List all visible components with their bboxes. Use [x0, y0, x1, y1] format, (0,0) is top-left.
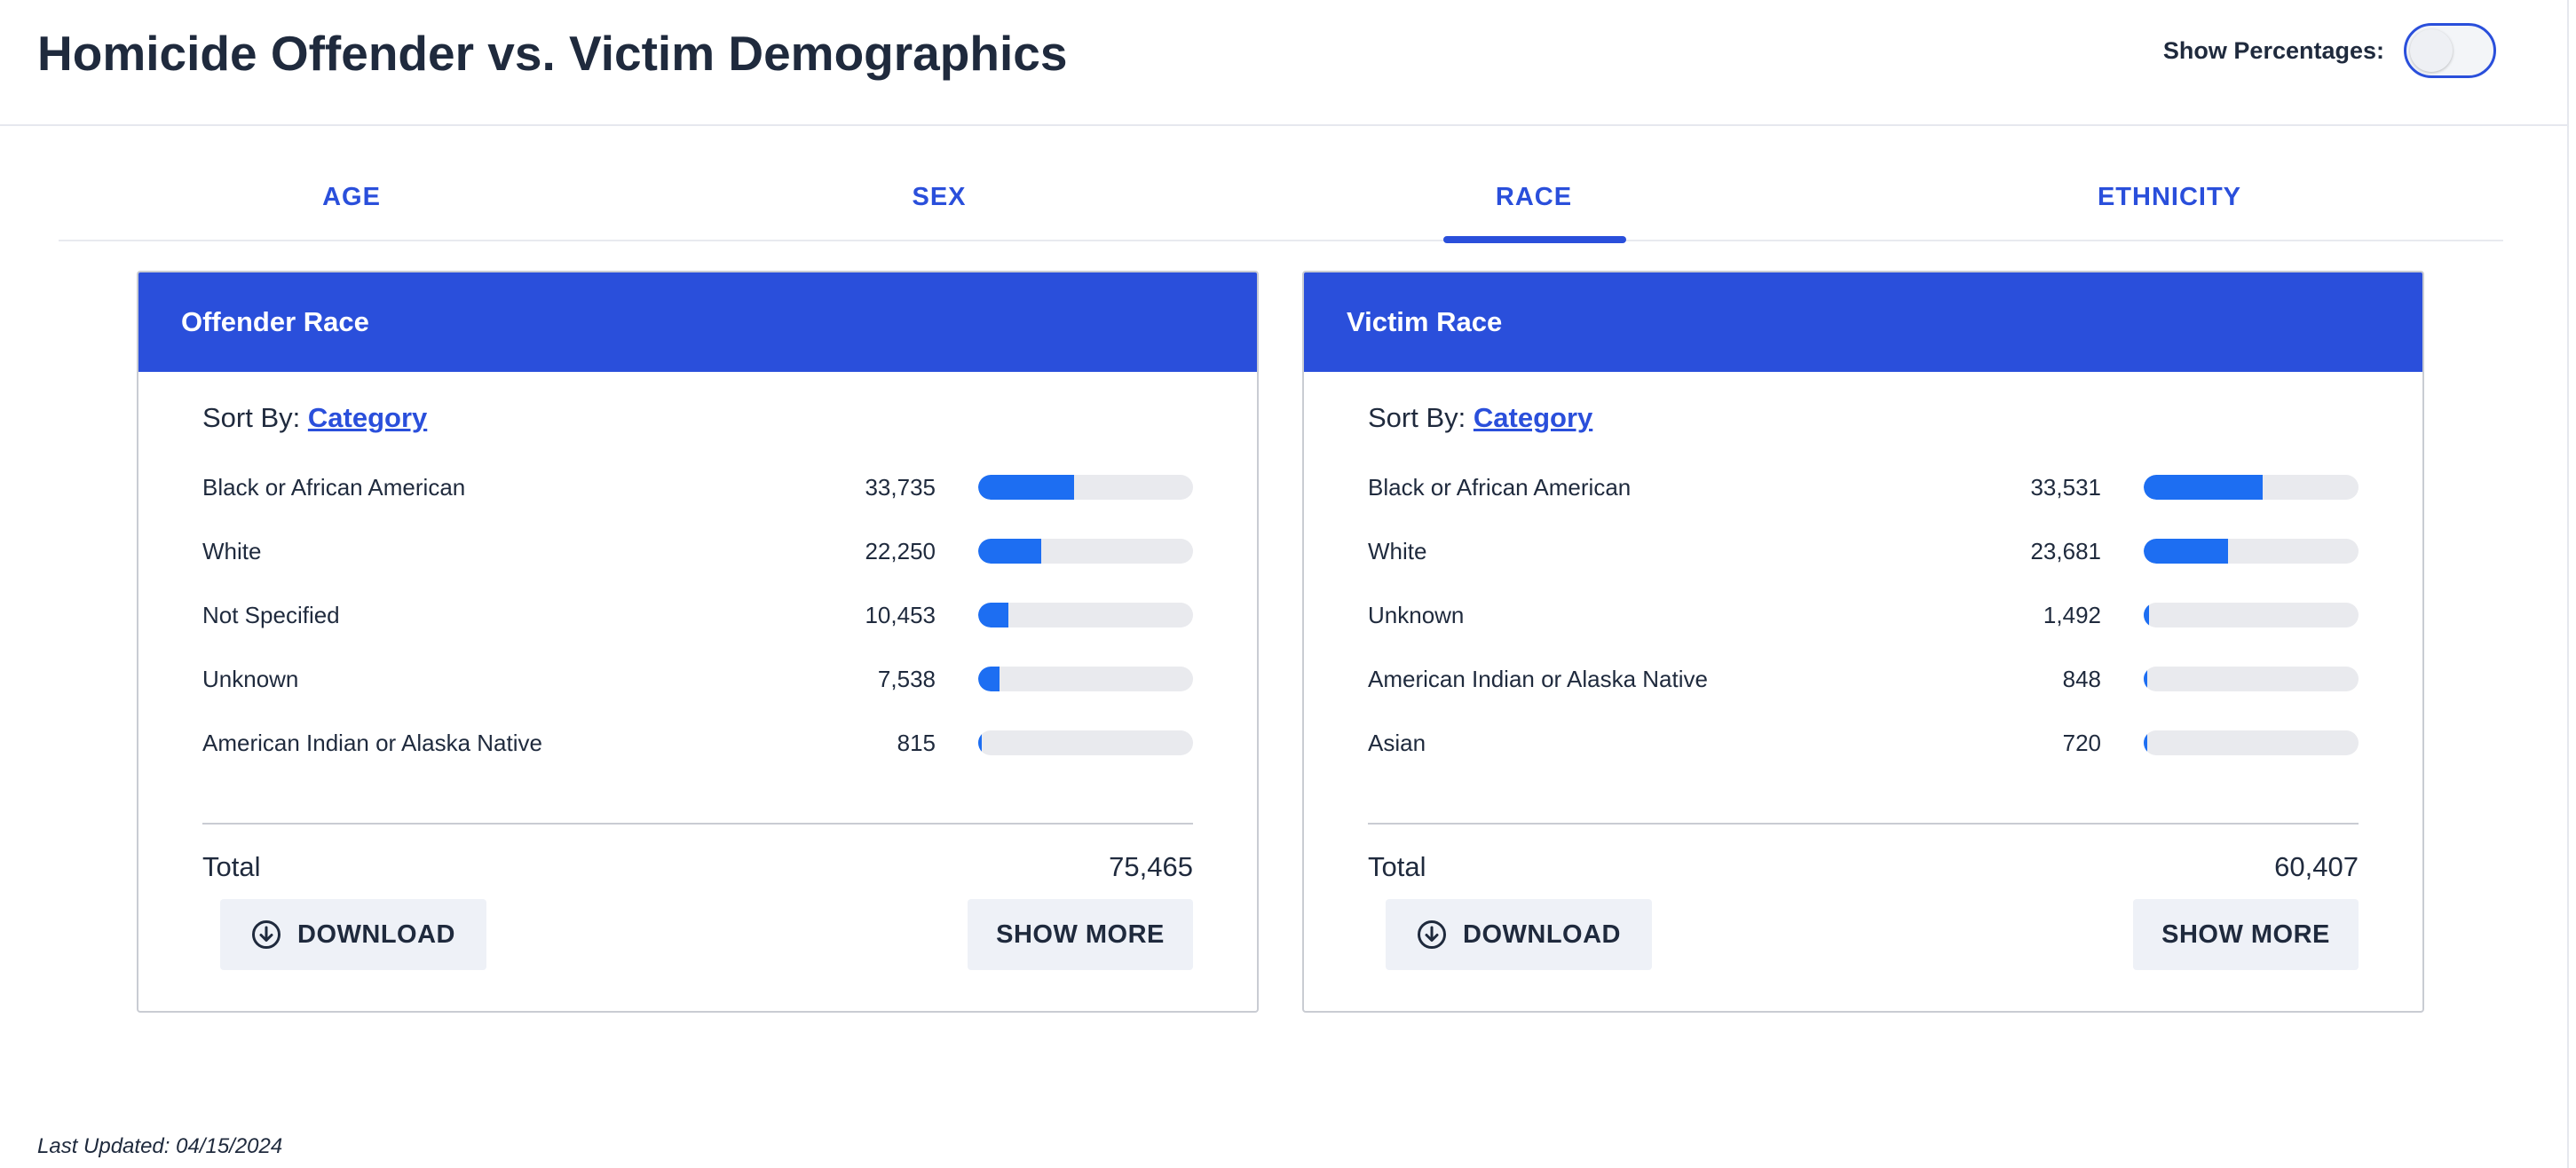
download-button[interactable]: DOWNLOAD — [220, 899, 486, 970]
card-title: Victim Race — [1304, 272, 2422, 372]
sort-by-category-link[interactable]: Category — [307, 402, 428, 433]
bar-track — [2144, 603, 2359, 627]
row-value: 33,735 — [865, 473, 936, 501]
tab-ethnicity[interactable]: ETHNICITY — [2097, 183, 2242, 211]
toggle-knob — [2410, 29, 2453, 72]
bar-track — [978, 667, 1193, 691]
victim-race-list: Black or African American 33,531 White 2… — [1368, 455, 2359, 775]
offender-race-card: Offender Race Sort By: Category Black or… — [137, 271, 1259, 1013]
row-value: 10,453 — [865, 601, 936, 628]
bar-track — [978, 475, 1193, 500]
total-label: Total — [202, 851, 261, 882]
sort-by-category-link[interactable]: Category — [1473, 402, 1593, 433]
total-label: Total — [1368, 851, 1426, 882]
row-value: 848 — [2062, 665, 2101, 692]
total-value: 75,465 — [1109, 851, 1193, 882]
list-item: White 23,681 — [1368, 519, 2359, 583]
bar-fill — [978, 539, 1042, 564]
row-value: 815 — [897, 729, 936, 756]
row-value: 1,492 — [2043, 601, 2101, 628]
divider — [202, 823, 1193, 825]
total-row: Total 60,407 — [1368, 851, 2359, 883]
bar-track — [978, 539, 1193, 564]
bar-fill — [2144, 730, 2147, 755]
bar-fill — [978, 603, 1008, 627]
row-value: 7,538 — [877, 665, 936, 692]
show-percentages-toggle[interactable] — [2404, 23, 2496, 78]
sort-by: Sort By: Category — [202, 400, 1193, 436]
row-label: White — [202, 537, 262, 564]
row-value: 22,250 — [865, 537, 936, 564]
row-label: Black or African American — [202, 473, 466, 501]
row-label: White — [1368, 537, 1427, 564]
total-row: Total 75,465 — [202, 851, 1193, 883]
sort-by-label: Sort By: — [1368, 402, 1466, 433]
download-icon — [252, 920, 281, 949]
row-label: Unknown — [202, 665, 299, 692]
list-item: Black or African American 33,531 — [1368, 455, 2359, 519]
bar-track — [2144, 730, 2359, 755]
last-updated: Last Updated: 04/15/2024 — [37, 1134, 283, 1158]
show-more-button[interactable]: SHOW MORE — [2133, 899, 2359, 970]
sort-by: Sort By: Category — [1368, 400, 2359, 436]
download-button-label: DOWNLOAD — [1463, 919, 1621, 949]
row-value: 23,681 — [2030, 537, 2101, 564]
card-title: Offender Race — [138, 272, 1257, 372]
list-item: American Indian or Alaska Native 815 — [202, 711, 1193, 775]
list-item: Black or African American 33,735 — [202, 455, 1193, 519]
show-more-button[interactable]: SHOW MORE — [968, 899, 1193, 970]
window-edge — [2567, 0, 2576, 1168]
demographic-tabs: AGE SEX RACE ETHNICITY — [59, 126, 2503, 241]
download-icon — [1418, 920, 1446, 949]
row-label: American Indian or Alaska Native — [202, 729, 542, 756]
bar-fill — [978, 667, 1000, 691]
list-item: Asian 720 — [1368, 711, 2359, 775]
row-label: American Indian or Alaska Native — [1368, 665, 1708, 692]
sort-by-label: Sort By: — [202, 402, 301, 433]
row-value: 33,531 — [2030, 473, 2101, 501]
bar-track — [2144, 475, 2359, 500]
page-header: Homicide Offender vs. Victim Demographic… — [0, 0, 2567, 126]
divider — [1368, 823, 2359, 825]
list-item: White 22,250 — [202, 519, 1193, 583]
list-item: Not Specified 10,453 — [202, 583, 1193, 647]
download-button[interactable]: DOWNLOAD — [1386, 899, 1652, 970]
offender-race-list: Black or African American 33,735 White 2… — [202, 455, 1193, 775]
row-label: Black or African American — [1368, 473, 1632, 501]
victim-race-card: Victim Race Sort By: Category Black or A… — [1302, 271, 2424, 1013]
tab-sex[interactable]: SEX — [912, 183, 967, 211]
bar-track — [978, 603, 1193, 627]
row-value: 720 — [2062, 729, 2101, 756]
show-percentages-label: Show Percentages: — [2162, 36, 2384, 64]
tab-age[interactable]: AGE — [322, 183, 381, 211]
show-percentages-control: Show Percentages: — [2163, 23, 2496, 78]
bar-fill — [2144, 667, 2147, 691]
row-label: Unknown — [1368, 601, 1465, 628]
list-item: Unknown 1,492 — [1368, 583, 2359, 647]
bar-track — [2144, 667, 2359, 691]
bar-track — [2144, 539, 2359, 564]
total-value: 60,407 — [2274, 851, 2359, 882]
list-item: American Indian or Alaska Native 848 — [1368, 647, 2359, 711]
bar-track — [978, 730, 1193, 755]
list-item: Unknown 7,538 — [202, 647, 1193, 711]
bar-fill — [2144, 603, 2150, 627]
page-title: Homicide Offender vs. Victim Demographic… — [37, 26, 1068, 81]
tab-race[interactable]: RACE — [1495, 183, 1573, 211]
download-button-label: DOWNLOAD — [297, 919, 455, 949]
row-label: Asian — [1368, 729, 1426, 756]
bar-fill — [2144, 475, 2264, 500]
active-tab-indicator — [1443, 236, 1626, 243]
bar-fill — [2144, 539, 2228, 564]
row-label: Not Specified — [202, 601, 340, 628]
bar-fill — [978, 475, 1075, 500]
bar-fill — [978, 730, 982, 755]
